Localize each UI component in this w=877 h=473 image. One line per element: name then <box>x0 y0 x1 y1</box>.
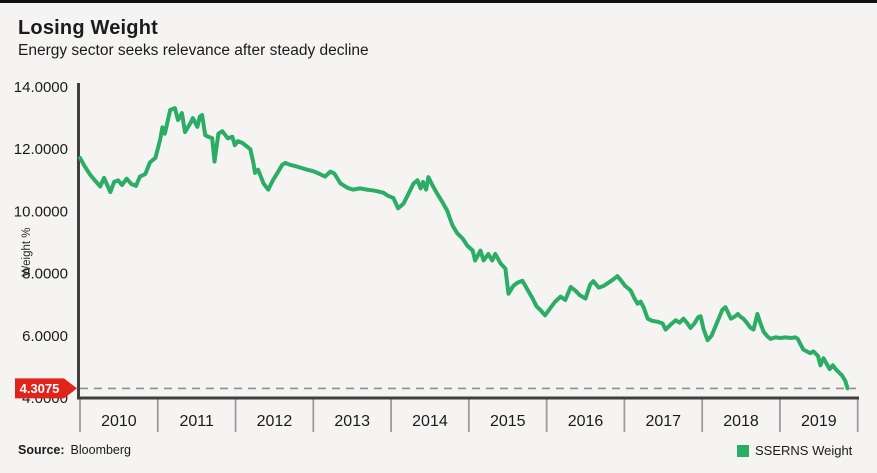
x-axis-tick-label: 2016 <box>568 413 604 430</box>
sserns-weight-line <box>78 106 850 391</box>
x-axis-tick-label: 2011 <box>179 413 214 430</box>
callout-arrow-badge <box>15 378 77 399</box>
y-axis-tick-label: 12.0000 <box>14 141 68 158</box>
top-border-rule <box>0 0 877 3</box>
callout-value: 4.3075 <box>20 381 60 396</box>
x-axis-tick-label: 2014 <box>412 413 448 430</box>
page-title: Losing Weight <box>18 17 158 39</box>
x-axis-tick-label: 2015 <box>490 413 526 430</box>
page-subtitle: Energy sector seeks relevance after stea… <box>18 42 369 59</box>
y-axis-tick-label: 14.0000 <box>14 79 68 96</box>
legend-label: SSERNS Weight <box>755 443 853 458</box>
y-axis-title: Weight % <box>21 227 33 276</box>
x-axis-ticks-group: 2010 2011 2012 2013 2014 2015 2016 2017 2018 2019 <box>79 399 859 432</box>
y-axis-tick-label: 6.0000 <box>22 328 68 345</box>
x-axis-tick-label: 2012 <box>257 413 293 430</box>
x-axis-tick-label: 2010 <box>101 413 137 430</box>
x-axis-tick-label: 2018 <box>723 413 759 430</box>
legend-swatch <box>737 444 749 457</box>
source-line: Source: Bloomberg <box>18 443 131 457</box>
x-axis-tick-label: 2019 <box>801 413 837 430</box>
x-axis-tick-label: 2017 <box>645 413 681 430</box>
y-axis-tick-label: 8.0000 <box>22 266 68 283</box>
source-value: Bloomberg <box>70 443 131 457</box>
legend: SSERNS Weight <box>737 443 852 458</box>
last-value-callout: 4.3075 <box>15 378 77 399</box>
y-axis-tick-label: 10.0000 <box>14 203 68 220</box>
source-label: Source: <box>18 443 65 457</box>
x-axis-tick-label: 2013 <box>334 413 370 430</box>
